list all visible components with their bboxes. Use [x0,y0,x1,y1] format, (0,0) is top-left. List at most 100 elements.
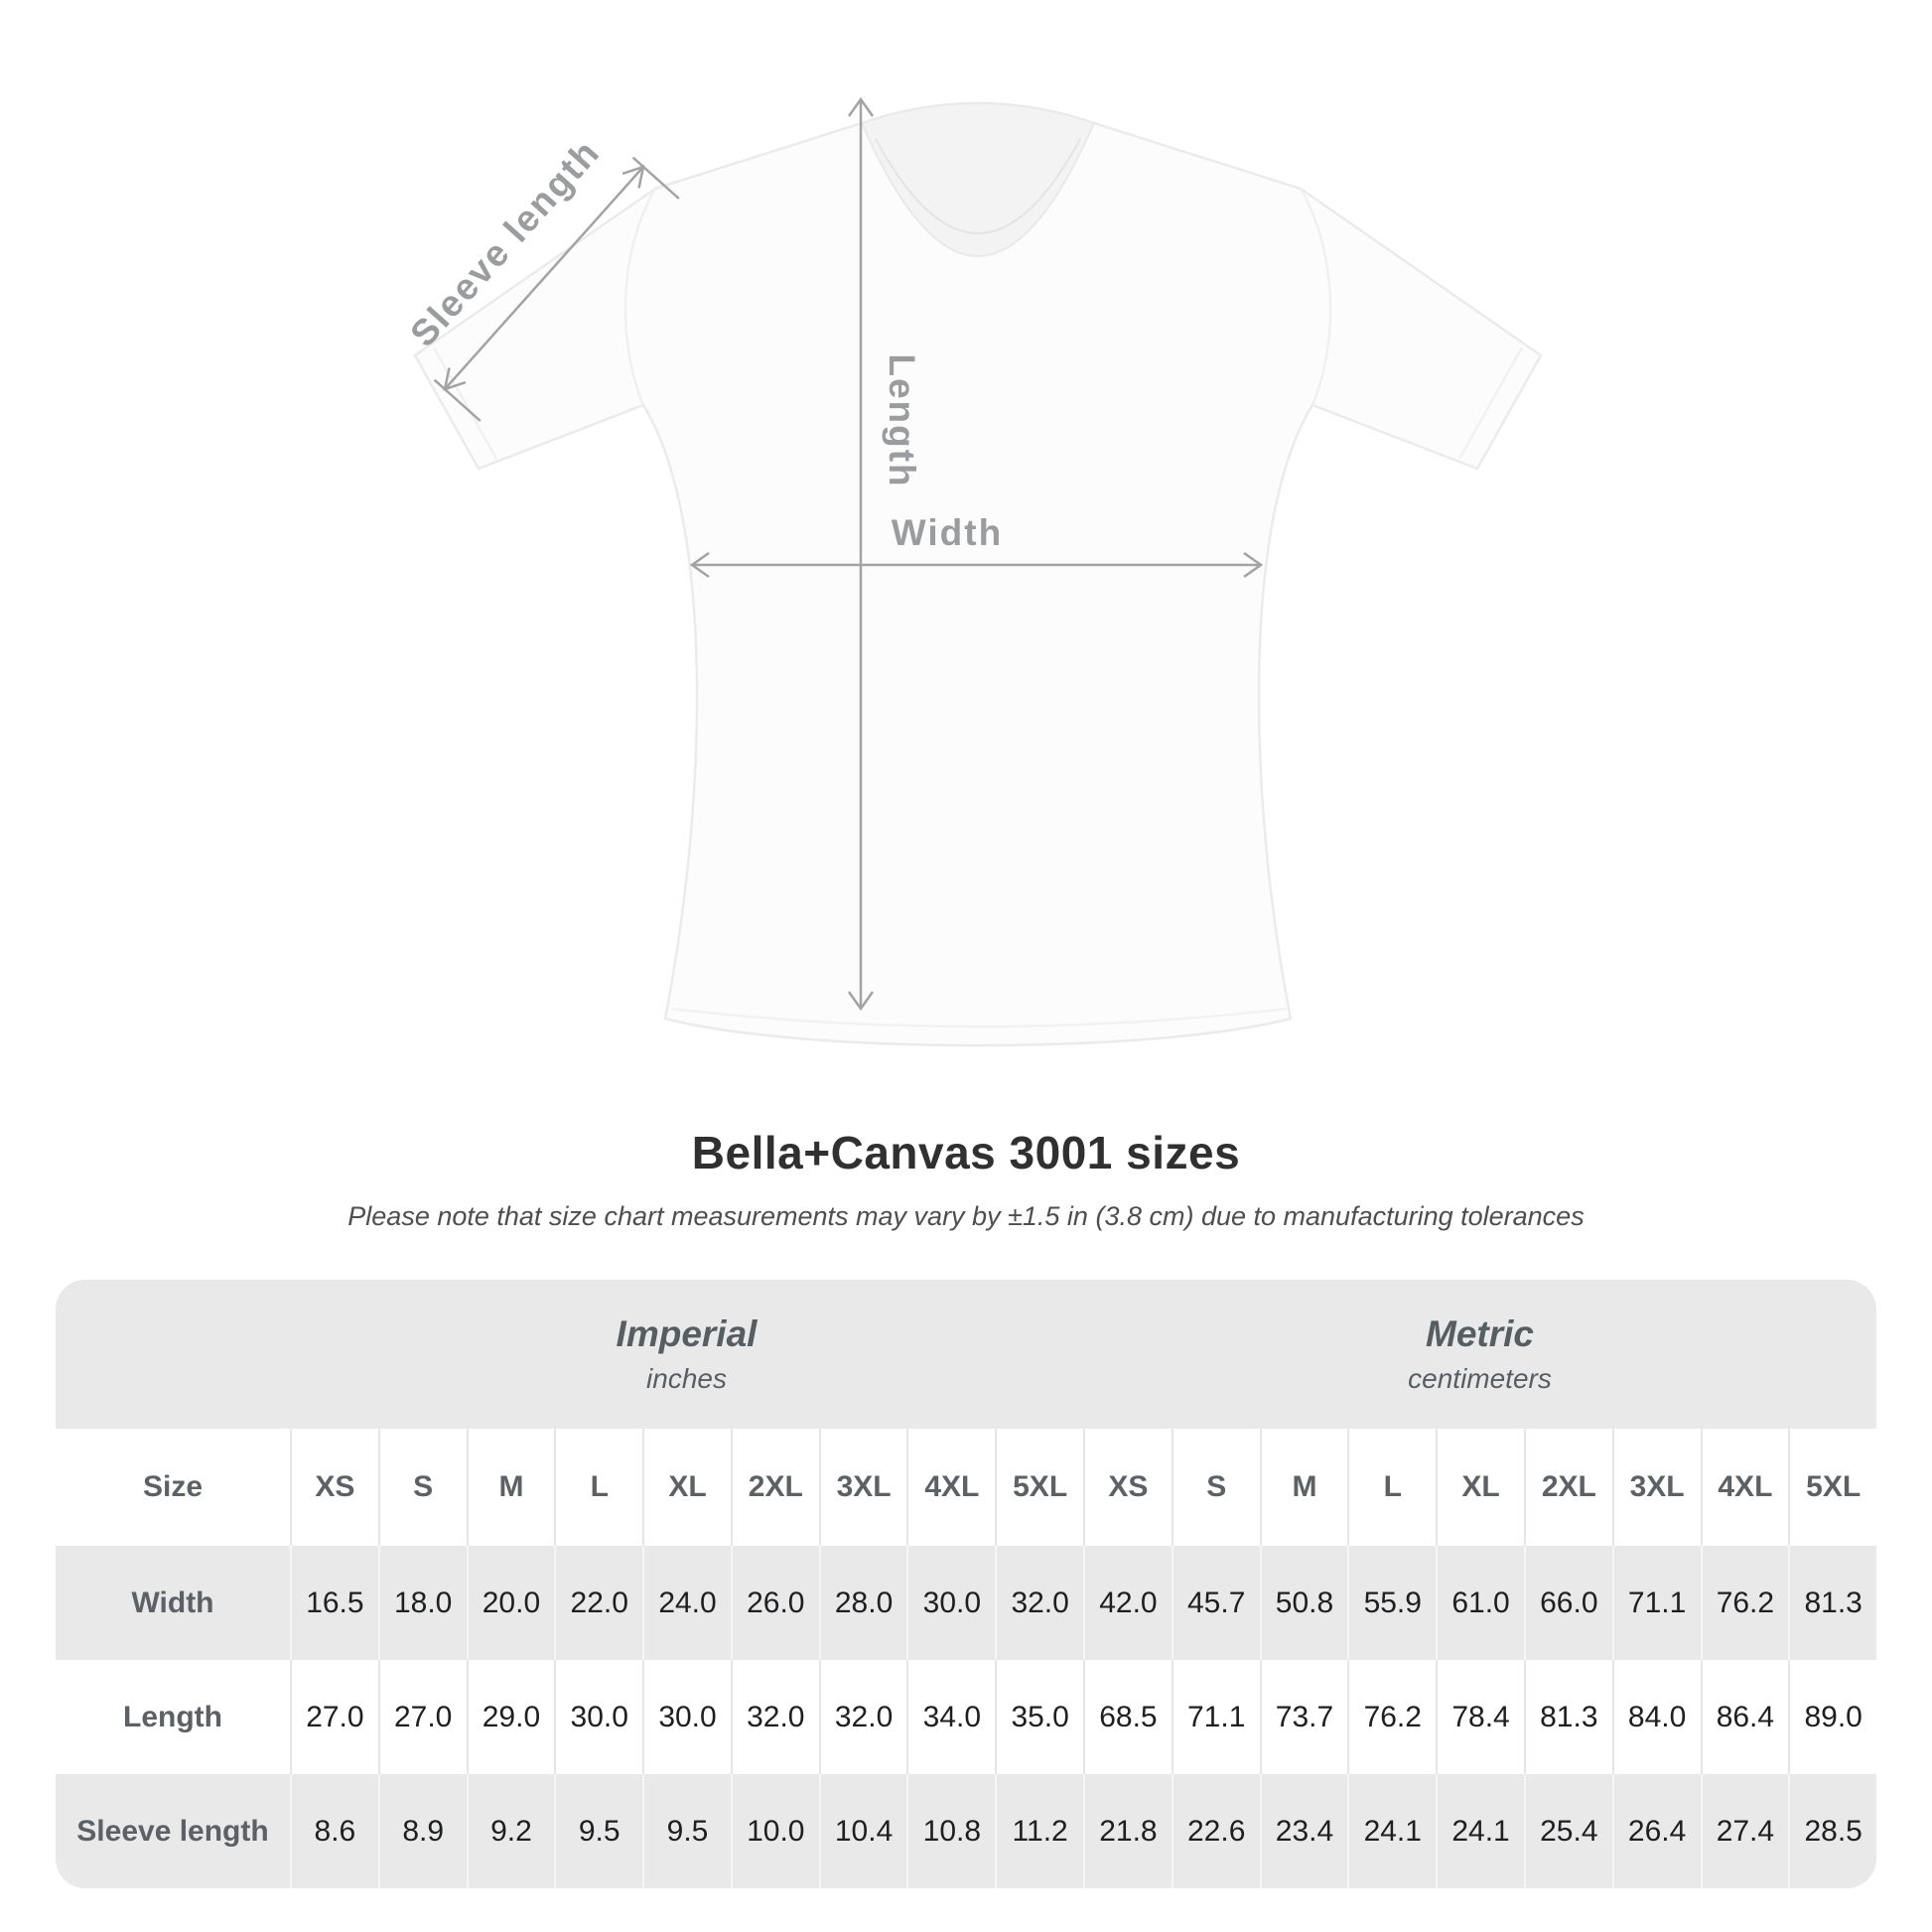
size-value-cell: 23.4 [1259,1774,1348,1888]
right-cuff-seam [1457,346,1524,460]
size-header-cell: 4XL [1700,1429,1789,1546]
size-header-cell: 3XL [1611,1429,1701,1546]
size-value-cell: 8.9 [377,1774,467,1888]
size-value-cell: 32.0 [995,1546,1083,1660]
unit-group-metric: Metric centimeters [1083,1280,1876,1429]
unit-header-spacer [56,1280,290,1429]
size-header-cell: M [1259,1429,1348,1546]
size-value-cell: 32.0 [730,1660,819,1774]
size-value-cell: 28.0 [818,1546,907,1660]
length-arrow [847,96,875,1012]
size-value-cell: 34.0 [906,1660,995,1774]
size-value-cell: 84.0 [1611,1660,1701,1774]
size-column-header: Size [142,1470,204,1503]
size-value-cell: 9.2 [466,1774,555,1888]
left-cuff-seam [432,346,498,460]
measurement-row-label: Width [131,1586,214,1619]
size-header-cell: S [377,1429,467,1546]
width-arrow [689,551,1264,579]
size-header-row: Size XS S M L XL 2XL 3XL 4XL 5XL XS S M L XL 2XL 3XL 4XL 5… [56,1429,1876,1546]
size-value-cell: 50.8 [1259,1546,1348,1660]
unit-group-unit: inches [646,1363,727,1394]
size-value-cell: 61.0 [1436,1546,1524,1660]
size-value-cell: 45.7 [1171,1546,1260,1660]
size-value-cell: 81.3 [1788,1546,1876,1660]
size-value-cell: 22.6 [1171,1774,1260,1888]
sleeve-length-extension-ticks [433,156,680,422]
size-value-cell: 24.1 [1436,1774,1524,1888]
tshirt-measurement-diagram: Length Width Sleeve length [402,96,1543,1047]
size-header-cell: XL [1436,1429,1524,1546]
size-value-cell: 30.0 [642,1660,731,1774]
size-chart-page: Length Width Sleeve length Bella+Canvas … [56,96,1876,1888]
measurement-row: Sleeve length 8.6 8.9 9.2 9.5 9.5 10.0 10.4 10.8… [56,1774,1876,1888]
unit-group-unit: centimeters [1408,1363,1552,1394]
measurement-row-label: Length [123,1700,222,1733]
size-header-cell: 5XL [1788,1429,1876,1546]
size-value-cell: 89.0 [1788,1660,1876,1774]
size-value-cell: 30.0 [554,1660,642,1774]
left-sleeve-seam [623,188,657,406]
size-value-cell: 10.0 [730,1774,819,1888]
size-value-cell: 27.0 [290,1660,378,1774]
size-value-cell: 24.0 [642,1546,731,1660]
page-title: Bella+Canvas 3001 sizes [691,1127,1241,1178]
size-value-cell: 26.4 [1611,1774,1701,1888]
size-value-cell: 78.4 [1436,1660,1524,1774]
size-value-cell: 76.2 [1700,1546,1789,1660]
size-value-cell: 25.4 [1523,1774,1612,1888]
size-header-cell: M [466,1429,555,1546]
size-header-cell: XS [290,1429,378,1546]
collar-band-seam [875,138,1081,234]
size-value-cell: 27.4 [1700,1774,1789,1888]
size-value-cell: 76.2 [1347,1660,1436,1774]
width-label: Width [892,512,1003,553]
hem-seam [670,1007,1288,1029]
collar-opening [860,102,1096,257]
tshirt-body [413,101,1543,1047]
measurement-row: Width 16.5 18.0 20.0 22.0 24.0 26.0 28.0 30.0 32.… [56,1546,1876,1660]
size-header-cell: XL [642,1429,731,1546]
size-value-cell: 20.0 [466,1546,555,1660]
size-value-cell: 68.5 [1083,1660,1172,1774]
size-header-cell: 2XL [730,1429,819,1546]
unit-header-row: Imperial inches Metric centimeters [56,1280,1876,1429]
size-value-cell: 71.1 [1611,1546,1701,1660]
unit-group-name: Imperial [616,1313,758,1354]
size-value-cell: 9.5 [554,1774,642,1888]
length-label: Length [882,353,922,487]
right-sleeve-seam [1299,188,1332,406]
size-header-cell: 4XL [906,1429,995,1546]
size-value-cell: 10.4 [818,1774,907,1888]
size-value-cell: 28.5 [1788,1774,1876,1888]
size-value-cell: 11.2 [995,1774,1083,1888]
size-header-cell: 3XL [818,1429,907,1546]
size-value-cell: 66.0 [1523,1546,1612,1660]
tolerance-note: Please note that size chart measurements… [347,1201,1585,1231]
size-value-cell: 71.1 [1171,1660,1260,1774]
size-value-cell: 22.0 [554,1546,642,1660]
size-header-cell: XS [1083,1429,1172,1546]
size-header-cell: S [1171,1429,1260,1546]
measurement-row: Length 27.0 27.0 29.0 30.0 30.0 32.0 32.0 34.0 35… [56,1660,1876,1774]
tshirt-figure-svg: Length Width Sleeve length [402,96,1543,1047]
size-value-cell: 10.8 [906,1774,995,1888]
size-value-cell: 86.4 [1700,1660,1789,1774]
size-header-cell: L [554,1429,642,1546]
size-value-cell: 18.0 [377,1546,467,1660]
size-table: Imperial inches Metric centimeters Size XS S M L… [56,1280,1876,1888]
size-value-cell: 24.1 [1347,1774,1436,1888]
size-value-cell: 16.5 [290,1546,378,1660]
size-header-cell: 5XL [995,1429,1083,1546]
size-value-cell: 81.3 [1523,1660,1612,1774]
measurement-row-label: Sleeve length [76,1814,269,1848]
unit-group-name: Metric [1426,1313,1534,1354]
size-value-cell: 9.5 [642,1774,731,1888]
size-value-cell: 42.0 [1083,1546,1172,1660]
size-value-cell: 55.9 [1347,1546,1436,1660]
size-value-cell: 26.0 [730,1546,819,1660]
size-value-cell: 27.0 [377,1660,467,1774]
size-value-cell: 30.0 [906,1546,995,1660]
size-value-cell: 32.0 [818,1660,907,1774]
size-value-cell: 21.8 [1083,1774,1172,1888]
